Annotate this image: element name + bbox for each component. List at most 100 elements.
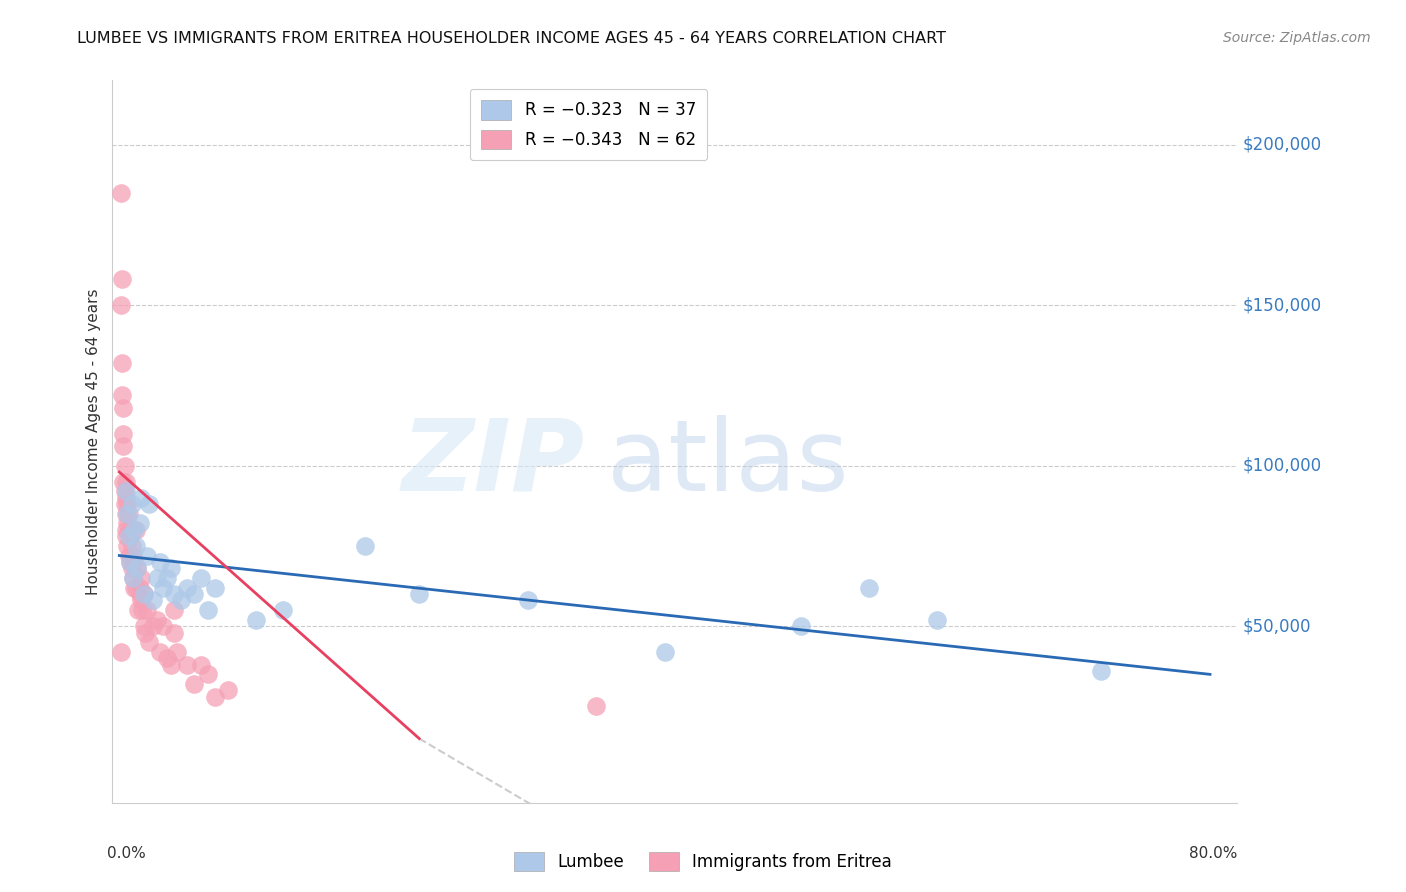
Point [110, 186, 132, 200]
Point [138, 635, 160, 649]
Point [114, 497, 136, 511]
Point [176, 657, 198, 672]
Text: $100,000: $100,000 [1243, 457, 1322, 475]
Point [117, 539, 139, 553]
Point [124, 581, 146, 595]
Point [117, 516, 139, 531]
Point [585, 699, 607, 714]
Point [927, 613, 949, 627]
Point [124, 523, 146, 537]
Point [118, 529, 141, 543]
Point [204, 581, 226, 595]
Point [149, 645, 172, 659]
Point [111, 272, 134, 286]
Point [118, 523, 141, 537]
Point [118, 507, 141, 521]
Legend: R = −0.323   N = 37, R = −0.343   N = 62: R = −0.323 N = 37, R = −0.343 N = 62 [470, 88, 707, 161]
Point [121, 561, 143, 575]
Point [115, 529, 138, 543]
Point [131, 603, 153, 617]
Point [146, 571, 169, 585]
Point [166, 645, 188, 659]
Point [190, 571, 212, 585]
Point [112, 426, 135, 441]
Point [132, 619, 155, 633]
Point [125, 561, 148, 575]
Point [190, 657, 212, 672]
Point [204, 690, 226, 704]
Point [118, 549, 141, 563]
Point [127, 603, 149, 617]
Point [115, 475, 138, 489]
Point [115, 491, 138, 505]
Point [121, 539, 143, 553]
Point [128, 516, 150, 531]
Point [129, 571, 152, 585]
Point [124, 523, 146, 537]
Point [152, 619, 174, 633]
Point [117, 497, 139, 511]
Point [169, 593, 191, 607]
Point [163, 625, 186, 640]
Point [217, 683, 239, 698]
Point [858, 581, 880, 595]
Text: LUMBEE VS IMMIGRANTS FROM ERITREA HOUSEHOLDER INCOME AGES 45 - 64 YEARS CORRELAT: LUMBEE VS IMMIGRANTS FROM ERITREA HOUSEH… [77, 31, 946, 46]
Point [163, 603, 186, 617]
Point [124, 555, 146, 569]
Point [111, 356, 134, 370]
Point [135, 603, 157, 617]
Point [124, 581, 146, 595]
Point [117, 507, 139, 521]
Point [163, 587, 186, 601]
Text: $150,000: $150,000 [1243, 296, 1322, 314]
Point [142, 619, 165, 633]
Text: Source: ZipAtlas.com: Source: ZipAtlas.com [1223, 31, 1371, 45]
Point [183, 587, 205, 601]
Point [122, 549, 145, 563]
Point [245, 613, 267, 627]
Point [197, 603, 219, 617]
Point [790, 619, 813, 633]
Text: $50,000: $50,000 [1243, 617, 1312, 635]
Point [122, 571, 145, 585]
Point [115, 484, 138, 499]
Text: 80.0%: 80.0% [1189, 847, 1237, 861]
Point [271, 603, 294, 617]
Point [183, 677, 205, 691]
Point [149, 555, 172, 569]
Point [1090, 664, 1112, 678]
Point [160, 657, 183, 672]
Point [142, 593, 165, 607]
Point [129, 491, 152, 505]
Point [197, 667, 219, 681]
Point [152, 581, 174, 595]
Point [111, 388, 134, 402]
Point [122, 571, 145, 585]
Point [120, 555, 142, 569]
Point [112, 401, 135, 415]
Point [128, 587, 150, 601]
Point [134, 625, 156, 640]
Point [120, 529, 142, 543]
Point [114, 484, 136, 499]
Point [160, 561, 183, 575]
Point [156, 571, 179, 585]
Point [654, 645, 676, 659]
Point [146, 613, 169, 627]
Point [110, 298, 132, 312]
Point [132, 587, 155, 601]
Point [128, 581, 150, 595]
Point [517, 593, 540, 607]
Point [124, 539, 146, 553]
Point [353, 539, 375, 553]
Point [156, 651, 179, 665]
Point [121, 497, 143, 511]
Point [115, 507, 138, 521]
Point [408, 587, 430, 601]
Point [129, 593, 152, 607]
Point [115, 523, 138, 537]
Point [132, 587, 155, 601]
Point [176, 581, 198, 595]
Point [138, 497, 160, 511]
Text: $200,000: $200,000 [1243, 136, 1322, 153]
